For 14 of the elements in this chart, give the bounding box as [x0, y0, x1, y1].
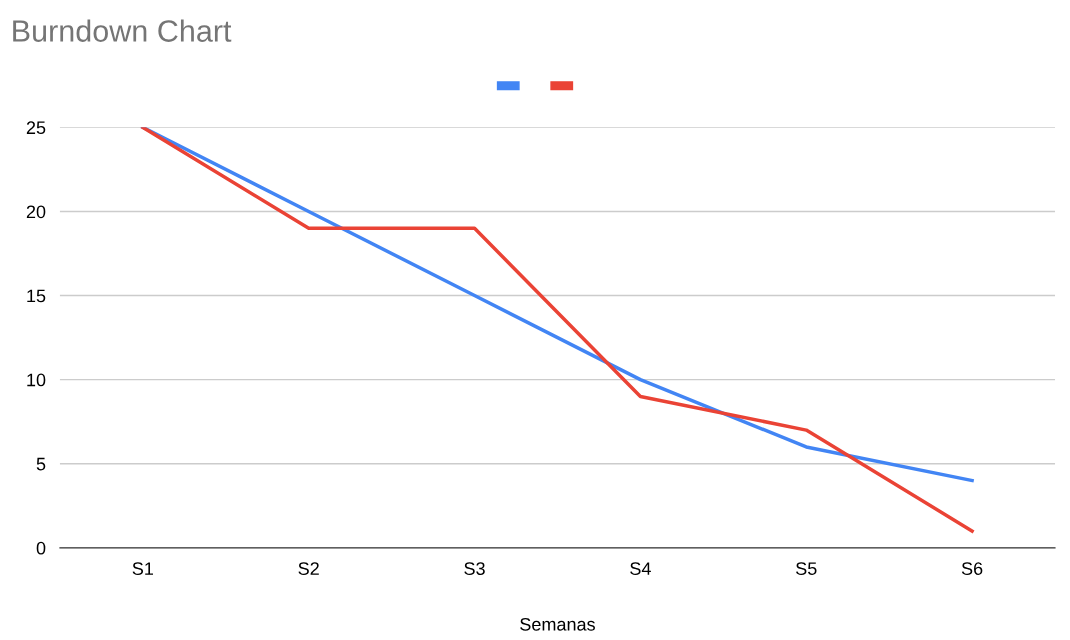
- y-tick-label: 0: [36, 541, 46, 555]
- x-tick-label: S2: [298, 562, 319, 575]
- x-tick-label: S5: [796, 562, 817, 575]
- x-tick-label: S1: [132, 562, 154, 575]
- y-tick-label: 25: [26, 121, 46, 135]
- y-tick-label: 5: [36, 457, 46, 471]
- x-tick-label: S4: [630, 562, 651, 575]
- x-tick-label: S3: [464, 562, 485, 575]
- chart-title: Burndown Chart: [13, 19, 232, 42]
- y-tick-label: 10: [27, 373, 46, 387]
- y-tick-label: 20: [26, 205, 46, 219]
- x-axis-title: Semanas: [520, 617, 595, 631]
- x-tick-label: S6: [961, 562, 983, 575]
- y-tick-label: 15: [27, 289, 46, 303]
